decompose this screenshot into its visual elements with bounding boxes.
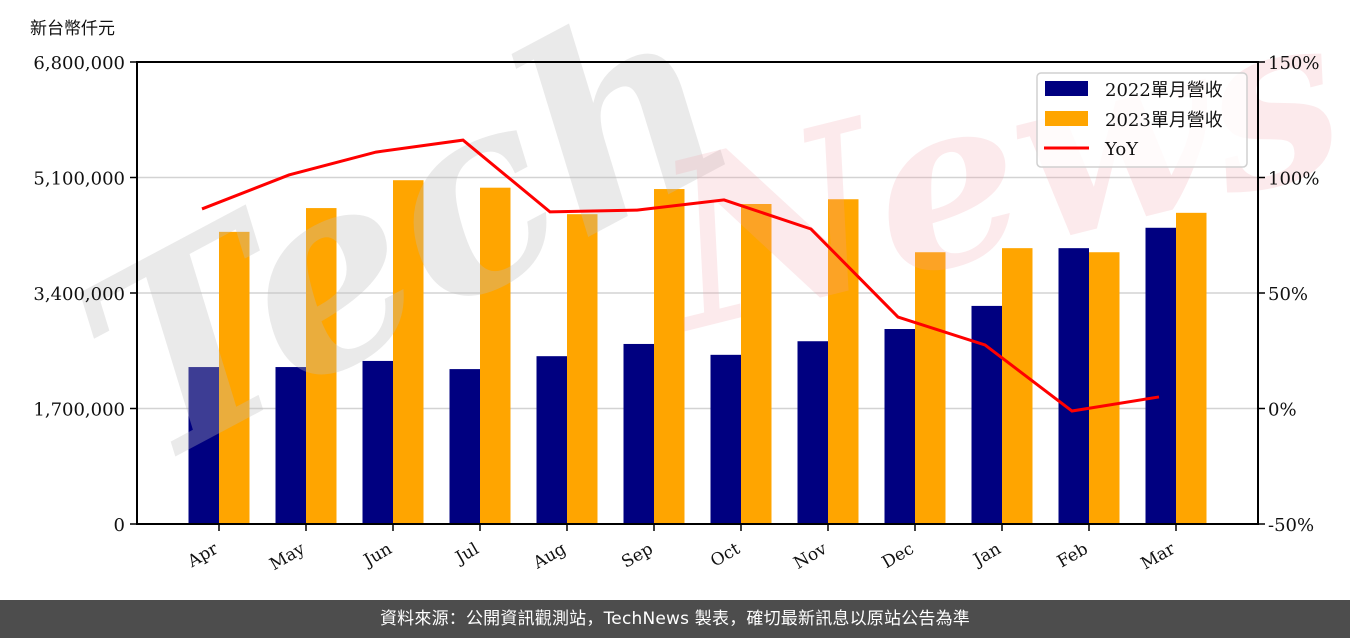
bar-2023-aug xyxy=(567,214,598,524)
bar-2023-apr xyxy=(219,231,250,524)
y2-tick-label: 100% xyxy=(1268,169,1319,190)
bar-2022-jan xyxy=(971,305,1002,524)
legend-swatch-2023 xyxy=(1045,111,1088,126)
x-tick-label: Mar xyxy=(1138,539,1180,575)
x-tick-label: Sep xyxy=(618,539,656,573)
legend-label-2022: 2022單月營收 xyxy=(1105,80,1223,101)
x-tick-label: Jul xyxy=(451,539,483,569)
bar-2023-mar xyxy=(1176,212,1207,524)
bar-2023-dec xyxy=(915,252,946,524)
bar-2023-jan xyxy=(1002,248,1033,525)
y2-tick-label: -50% xyxy=(1268,515,1314,536)
source-footer: 資料來源：公開資訊觀測站，TechNews 製表，確切最新訊息以原站公告為準 xyxy=(0,600,1350,638)
bar-2023-oct xyxy=(741,203,772,524)
y2-tick-label: 150% xyxy=(1268,53,1319,74)
y2-tick-label: 50% xyxy=(1268,284,1308,305)
y-tick-label: 6,800,000 xyxy=(33,53,125,74)
y2-tick-label: 0% xyxy=(1268,400,1297,421)
x-tick-label: May xyxy=(266,539,309,575)
y-tick-label: 1,700,000 xyxy=(33,400,125,421)
bar-2023-feb xyxy=(1089,252,1120,524)
bar-2023-sep xyxy=(654,189,685,525)
bar-2022-dec xyxy=(884,329,915,524)
yoy-line xyxy=(201,138,1160,413)
bar-2022-jun xyxy=(362,360,393,524)
x-tick-label: Aug xyxy=(529,539,570,574)
legend-label-yoy: YoY xyxy=(1104,139,1139,160)
yoy-line-series xyxy=(201,138,1160,413)
x-tick-label: Oct xyxy=(707,539,743,572)
bar-2022-oct xyxy=(710,354,741,524)
y-tick-label: 0 xyxy=(114,515,125,536)
bar-2022-feb xyxy=(1058,248,1089,525)
bar-2022-apr xyxy=(188,367,219,524)
x-tick-label: Jan xyxy=(969,539,1005,571)
legend-label-2023: 2023單月營收 xyxy=(1105,110,1223,131)
bar-2022-jul xyxy=(449,369,480,524)
bar-2022-may xyxy=(275,367,306,524)
bar-2022-mar xyxy=(1145,227,1176,524)
bar-2023-jul xyxy=(480,187,511,525)
bar-2023-may xyxy=(306,208,337,524)
revenue-chart: Tech News 0 1,700,000 3,400,000 5,100,000 6,… xyxy=(33,0,1350,575)
x-tick-label: Nov xyxy=(790,539,830,574)
x-tick-label: Feb xyxy=(1054,539,1092,572)
bar-series xyxy=(188,180,1207,525)
bar-2022-nov xyxy=(797,341,828,524)
bar-2022-sep xyxy=(623,343,654,524)
x-tick-label: Dec xyxy=(879,539,918,573)
legend-swatch-2022 xyxy=(1045,81,1088,96)
legend: 2022單月營收 2023單月營收 YoY xyxy=(1036,72,1248,168)
y-axis-unit-label: 新台幣仟元 xyxy=(30,19,115,39)
y-tick-label: 5,100,000 xyxy=(33,169,125,190)
x-tick-label: Apr xyxy=(184,539,223,573)
y-tick-label: 3,400,000 xyxy=(33,284,125,305)
bar-2023-jun xyxy=(393,180,424,524)
bar-2022-aug xyxy=(536,356,567,524)
legend-box xyxy=(1036,72,1248,168)
x-tick-label: Jun xyxy=(359,539,396,572)
